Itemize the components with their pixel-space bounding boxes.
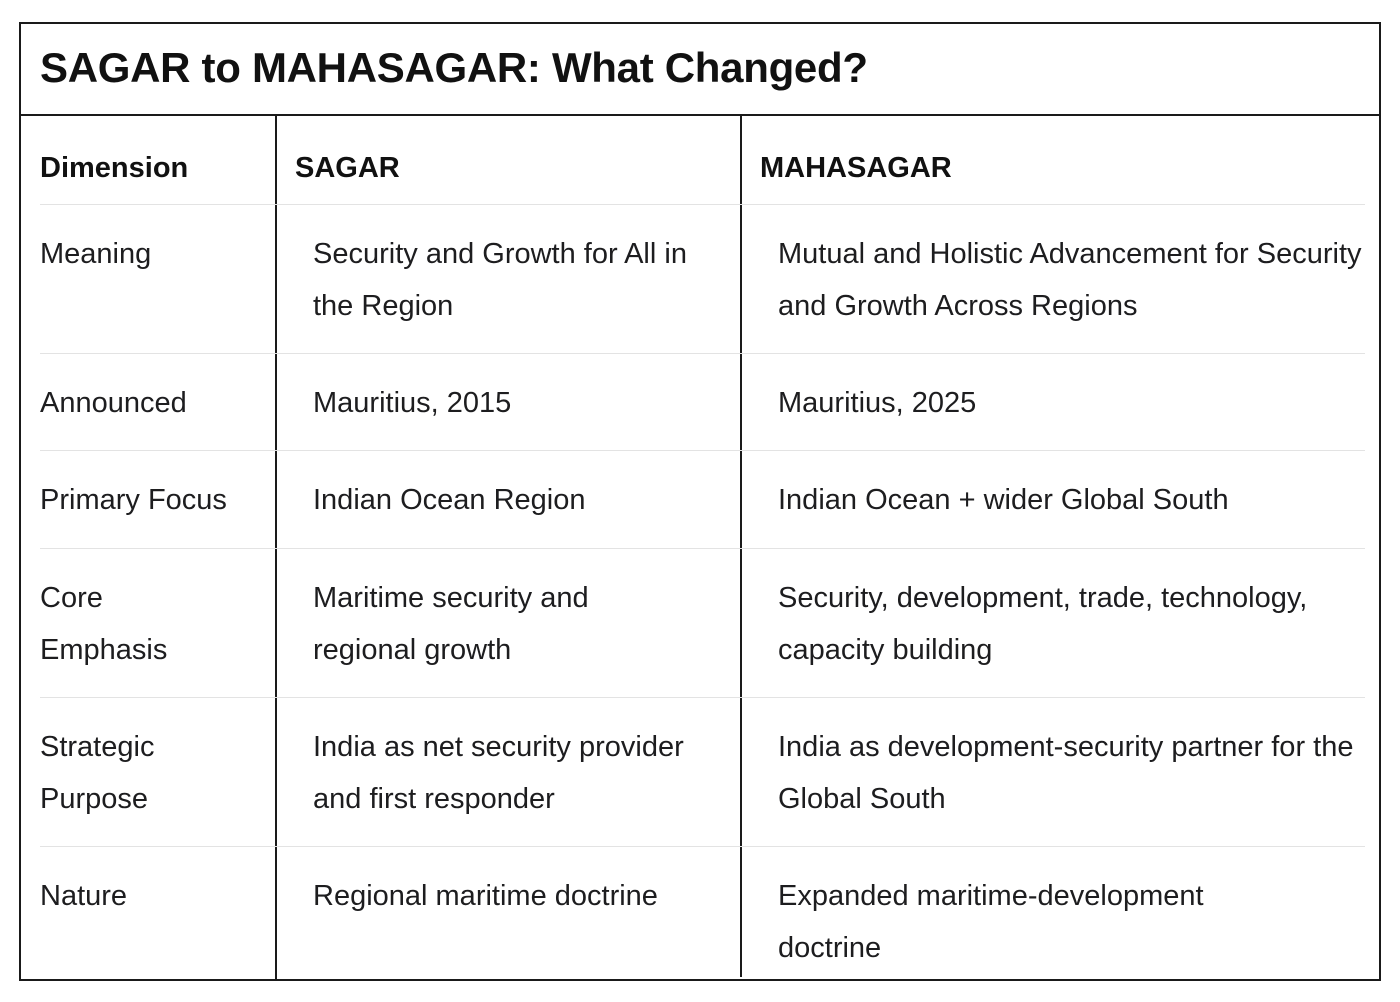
table-title: SAGAR to MAHASAGAR: What Changed? <box>40 44 868 91</box>
mahasagar-cell: Security, development, trade, technology… <box>778 582 1308 666</box>
header-mahasagar: MAHASAGAR <box>760 152 952 184</box>
dimension-cell: Primary Focus <box>40 484 227 516</box>
dimension-cell: Meaning <box>40 238 152 270</box>
mahasagar-cell: Mauritius, 2025 <box>778 387 977 419</box>
header-sagar: SAGAR <box>295 152 400 184</box>
sagar-cell: Mauritius, 2015 <box>313 387 512 419</box>
dimension-cell: Strategic Purpose <box>40 731 155 815</box>
row-separator <box>40 450 1365 451</box>
row-separator <box>40 697 1365 698</box>
sagar-cell: Regional maritime doctrine <box>313 880 658 912</box>
dimension-cell: Core Emphasis <box>40 582 168 666</box>
title-bar: SAGAR to MAHASAGAR: What Changed? <box>21 24 1379 116</box>
mahasagar-cell: Indian Ocean + wider Global South <box>778 484 1229 516</box>
sagar-cell: Maritime security and regional growth <box>313 582 589 666</box>
dimension-cell: Nature <box>40 880 128 912</box>
row-separator <box>40 846 1365 847</box>
mahasagar-cell: Expanded maritime-development doctrine <box>778 880 1204 964</box>
comparison-table: SAGAR to MAHASAGAR: What Changed? Dimens… <box>19 22 1381 981</box>
row-separator <box>40 204 1365 205</box>
sagar-cell: Indian Ocean Region <box>313 484 586 516</box>
mahasagar-cell: India as development-security partner fo… <box>778 731 1354 815</box>
header-dimension: Dimension <box>40 152 189 184</box>
row-separator <box>40 353 1365 354</box>
column-divider <box>740 116 742 977</box>
row-separator <box>40 548 1365 549</box>
sagar-cell: Security and Growth for All in the Regio… <box>313 238 687 322</box>
sagar-cell: India as net security provider and first… <box>313 731 684 815</box>
dimension-cell: Announced <box>40 387 187 419</box>
mahasagar-cell: Mutual and Holistic Advancement for Secu… <box>778 238 1362 322</box>
